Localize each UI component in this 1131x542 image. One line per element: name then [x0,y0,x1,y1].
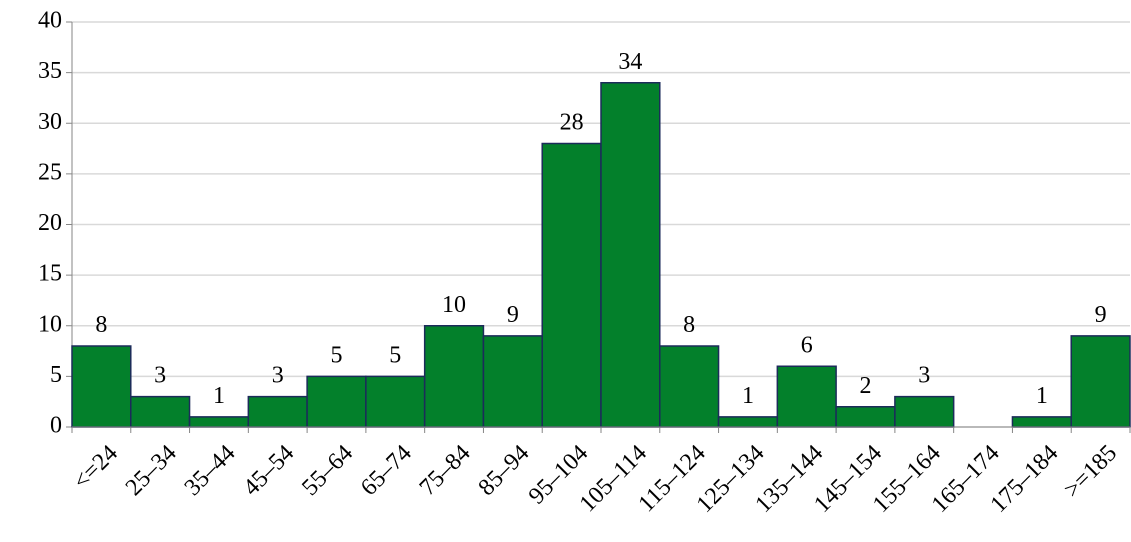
data-label: 8 [683,312,695,338]
x-tick-label: 75–84 [415,440,476,501]
data-label: 5 [331,342,343,368]
bar [541,142,602,428]
data-label: 3 [272,363,284,389]
data-label: 3 [154,363,166,389]
data-label: 9 [507,302,519,328]
data-label: 1 [213,383,225,409]
data-label: 3 [918,363,930,389]
bar [188,416,250,428]
bar [600,82,661,428]
x-tick-label: >=185 [1059,440,1122,503]
x-tick-label: <=24 [68,440,123,495]
x-tick-label: 35–44 [180,440,241,501]
data-label: 1 [1036,383,1048,409]
bar [717,416,779,428]
bar [659,345,720,428]
y-tick-label: 35 [38,58,62,84]
bar [365,375,426,428]
bar [130,395,191,428]
bar [1070,335,1131,428]
y-tick-label: 40 [38,8,62,34]
y-tick-label: 30 [38,109,62,135]
y-tick-label: 15 [38,261,62,287]
y-tick-label: 5 [50,362,62,388]
data-label: 10 [442,292,466,318]
y-tick-label: 10 [38,311,62,337]
x-tick-label: 45–54 [238,440,299,501]
x-tick-label: 25–34 [121,440,182,501]
x-tick-label: 65–74 [356,440,417,501]
y-tick-label: 20 [38,210,62,236]
x-tick-label: 55–64 [297,440,358,501]
bar [71,345,132,428]
bar [423,325,485,428]
bar [835,406,896,428]
data-label: 5 [389,342,401,368]
y-tick-label: 0 [50,413,62,439]
data-label: 8 [95,312,107,338]
data-label: 9 [1095,302,1107,328]
y-tick-label: 25 [38,159,62,185]
bar [1011,416,1072,428]
bar [247,395,308,428]
data-label: 28 [560,110,584,136]
bar [894,395,955,428]
data-label: 2 [860,373,872,399]
bar [306,375,367,428]
bar [482,335,543,428]
data-label: 1 [742,383,754,409]
data-label: 34 [618,49,642,75]
bar [776,365,837,428]
data-label: 6 [801,332,813,358]
